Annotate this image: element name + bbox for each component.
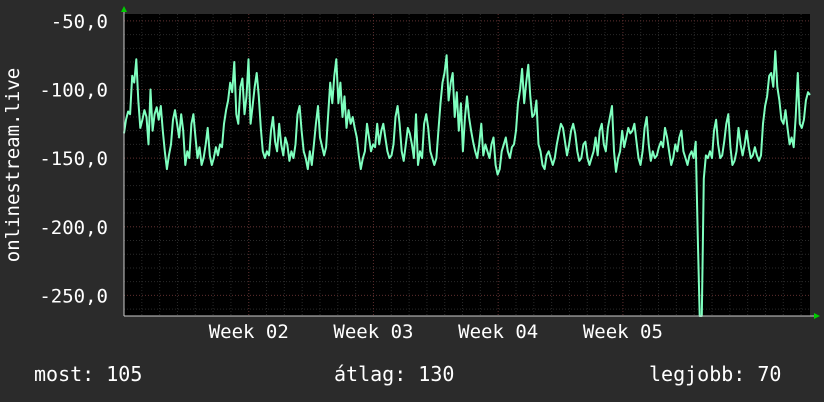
axes	[121, 6, 820, 319]
plot-area	[124, 14, 810, 316]
x-tick-label: Week 03	[333, 321, 413, 343]
series-layer	[123, 50, 811, 317]
stats-footer: most: 105 átlag: 130 legjobb: 70	[0, 362, 824, 388]
y-tick-label: -50,0	[51, 11, 108, 33]
x-tick-label: Week 04	[458, 321, 538, 343]
y-axis-arrow	[121, 6, 127, 12]
x-tick-labels: Week 02 Week 03 Week 04 Week 05	[209, 321, 663, 343]
x-axis-arrow	[814, 313, 820, 319]
x-tick-label: Week 05	[583, 321, 663, 343]
series-line	[123, 50, 811, 317]
y-axis-label: onlinestream.live	[2, 68, 24, 262]
stat-average: átlag: 130	[334, 362, 455, 386]
y-tick-label: -200,0	[39, 217, 108, 239]
stat-best: legjobb: 70	[649, 362, 782, 386]
stat-current: most: 105	[34, 362, 143, 386]
y-tick-label: -150,0	[39, 148, 108, 170]
y-tick-labels: -50,0 -100,0 -150,0 -200,0 -250,0	[39, 11, 108, 308]
x-tick-label: Week 02	[209, 321, 289, 343]
y-tick-label: -100,0	[39, 80, 108, 102]
y-tick-label: -250,0	[39, 285, 108, 307]
major-grid	[124, 14, 810, 316]
